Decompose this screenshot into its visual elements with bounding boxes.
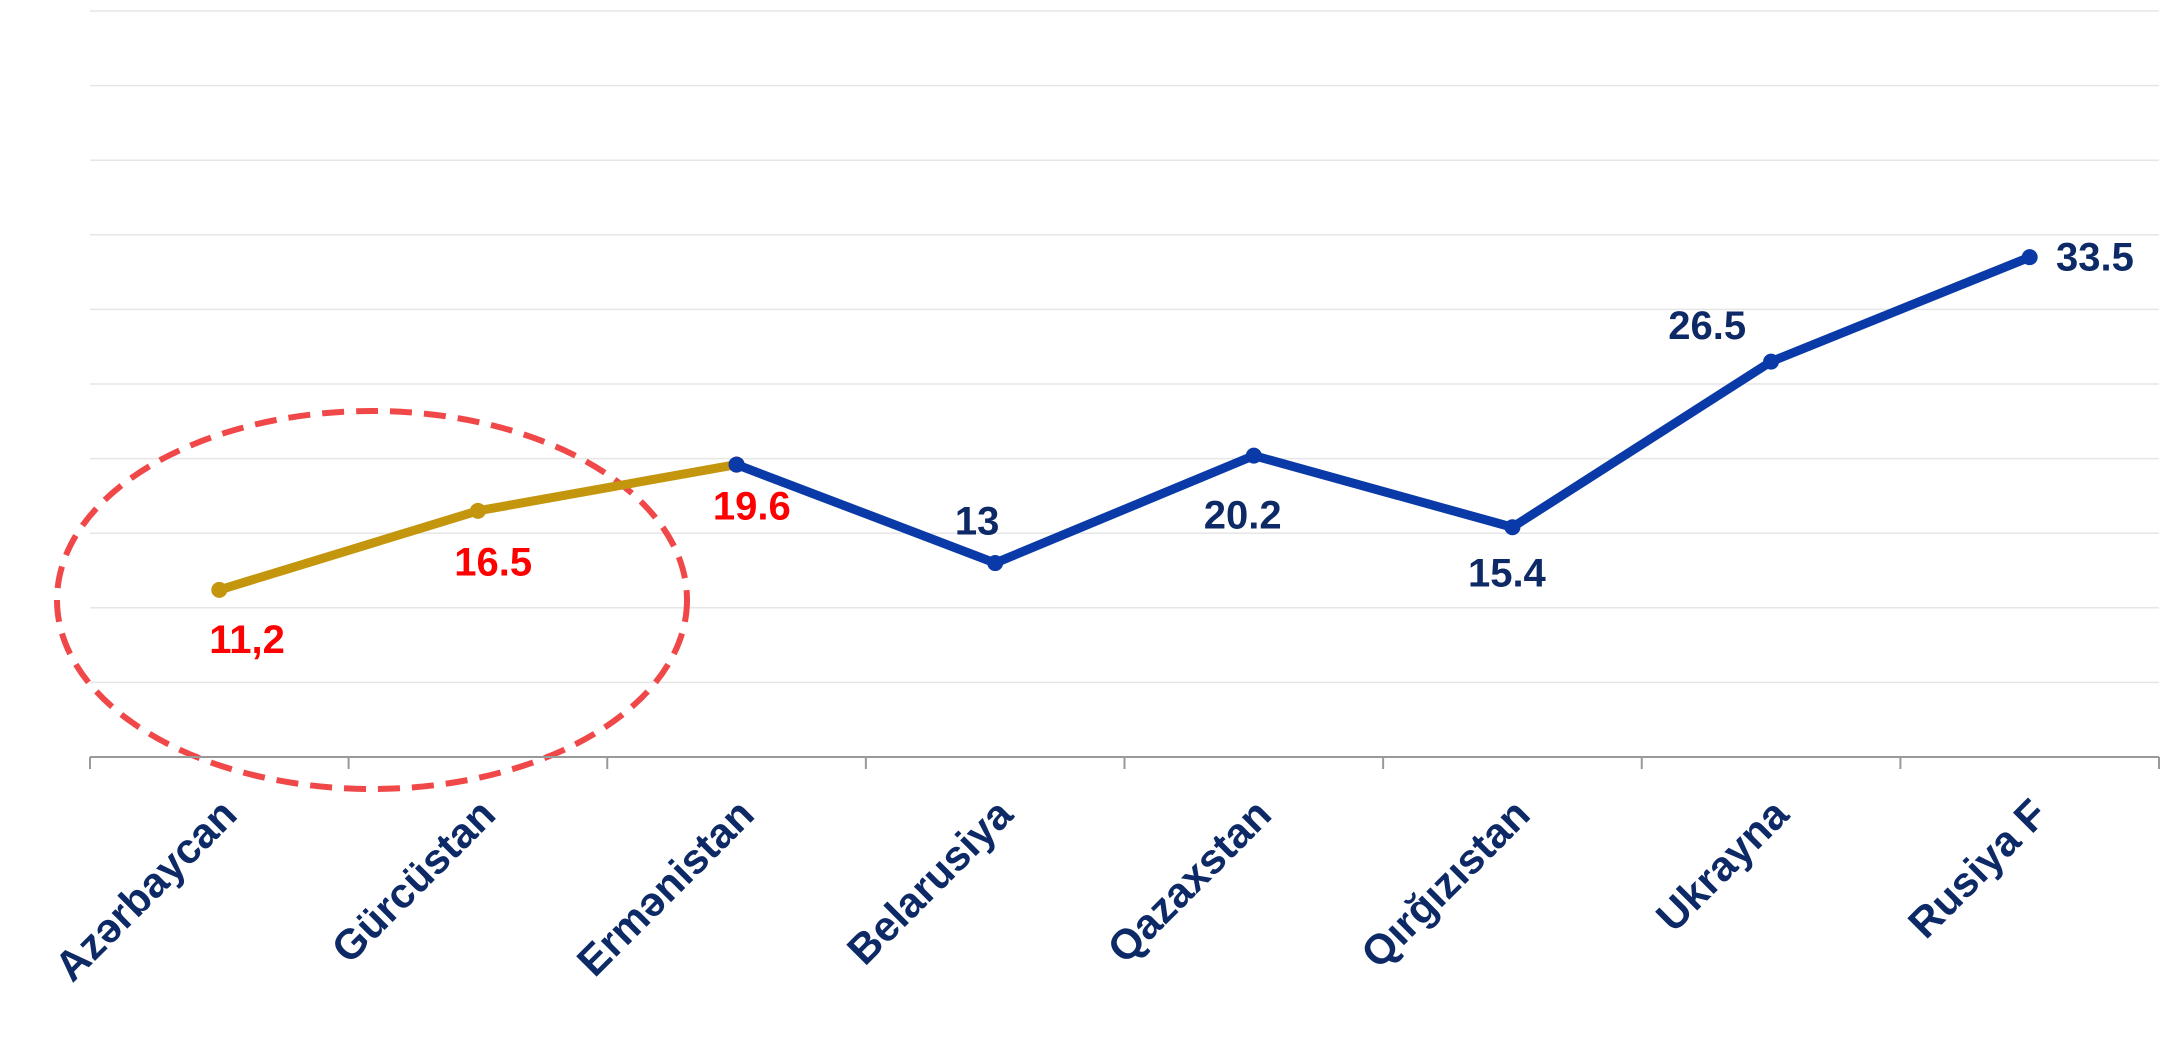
x-tick-label: Azərbaycan [46,790,246,990]
point [987,555,1004,572]
data-label: 11,2 [209,618,285,662]
data-label: 26.5 [1668,304,1746,348]
point [1245,447,1262,464]
point [211,581,228,598]
point [469,502,486,519]
point [2021,249,2038,266]
x-tick-label: Qazaxstan [1098,790,1280,972]
data-label: 19.6 [713,485,791,529]
x-tick-label: Rusiya F [1899,790,2056,947]
x-tick-label: Ermənistan [568,790,763,985]
highlight-ellipse [54,408,690,792]
data-label: 16.5 [454,541,532,585]
x-tick-label: Belarusiya [838,790,1022,974]
x-tick-label: Qırğızıstan [1352,790,1539,977]
x-tick-label: Ukrayna [1647,790,1798,941]
point [728,456,745,473]
x-tick-label: Gürcüstan [322,790,504,972]
point [1504,519,1521,536]
point [1763,353,1780,370]
data-label: 33.5 [2056,236,2134,280]
data-label: 20.2 [1204,494,1282,538]
line [734,253,2032,568]
data-label: 13 [955,500,1000,544]
data-label: 15.4 [1468,551,1547,595]
